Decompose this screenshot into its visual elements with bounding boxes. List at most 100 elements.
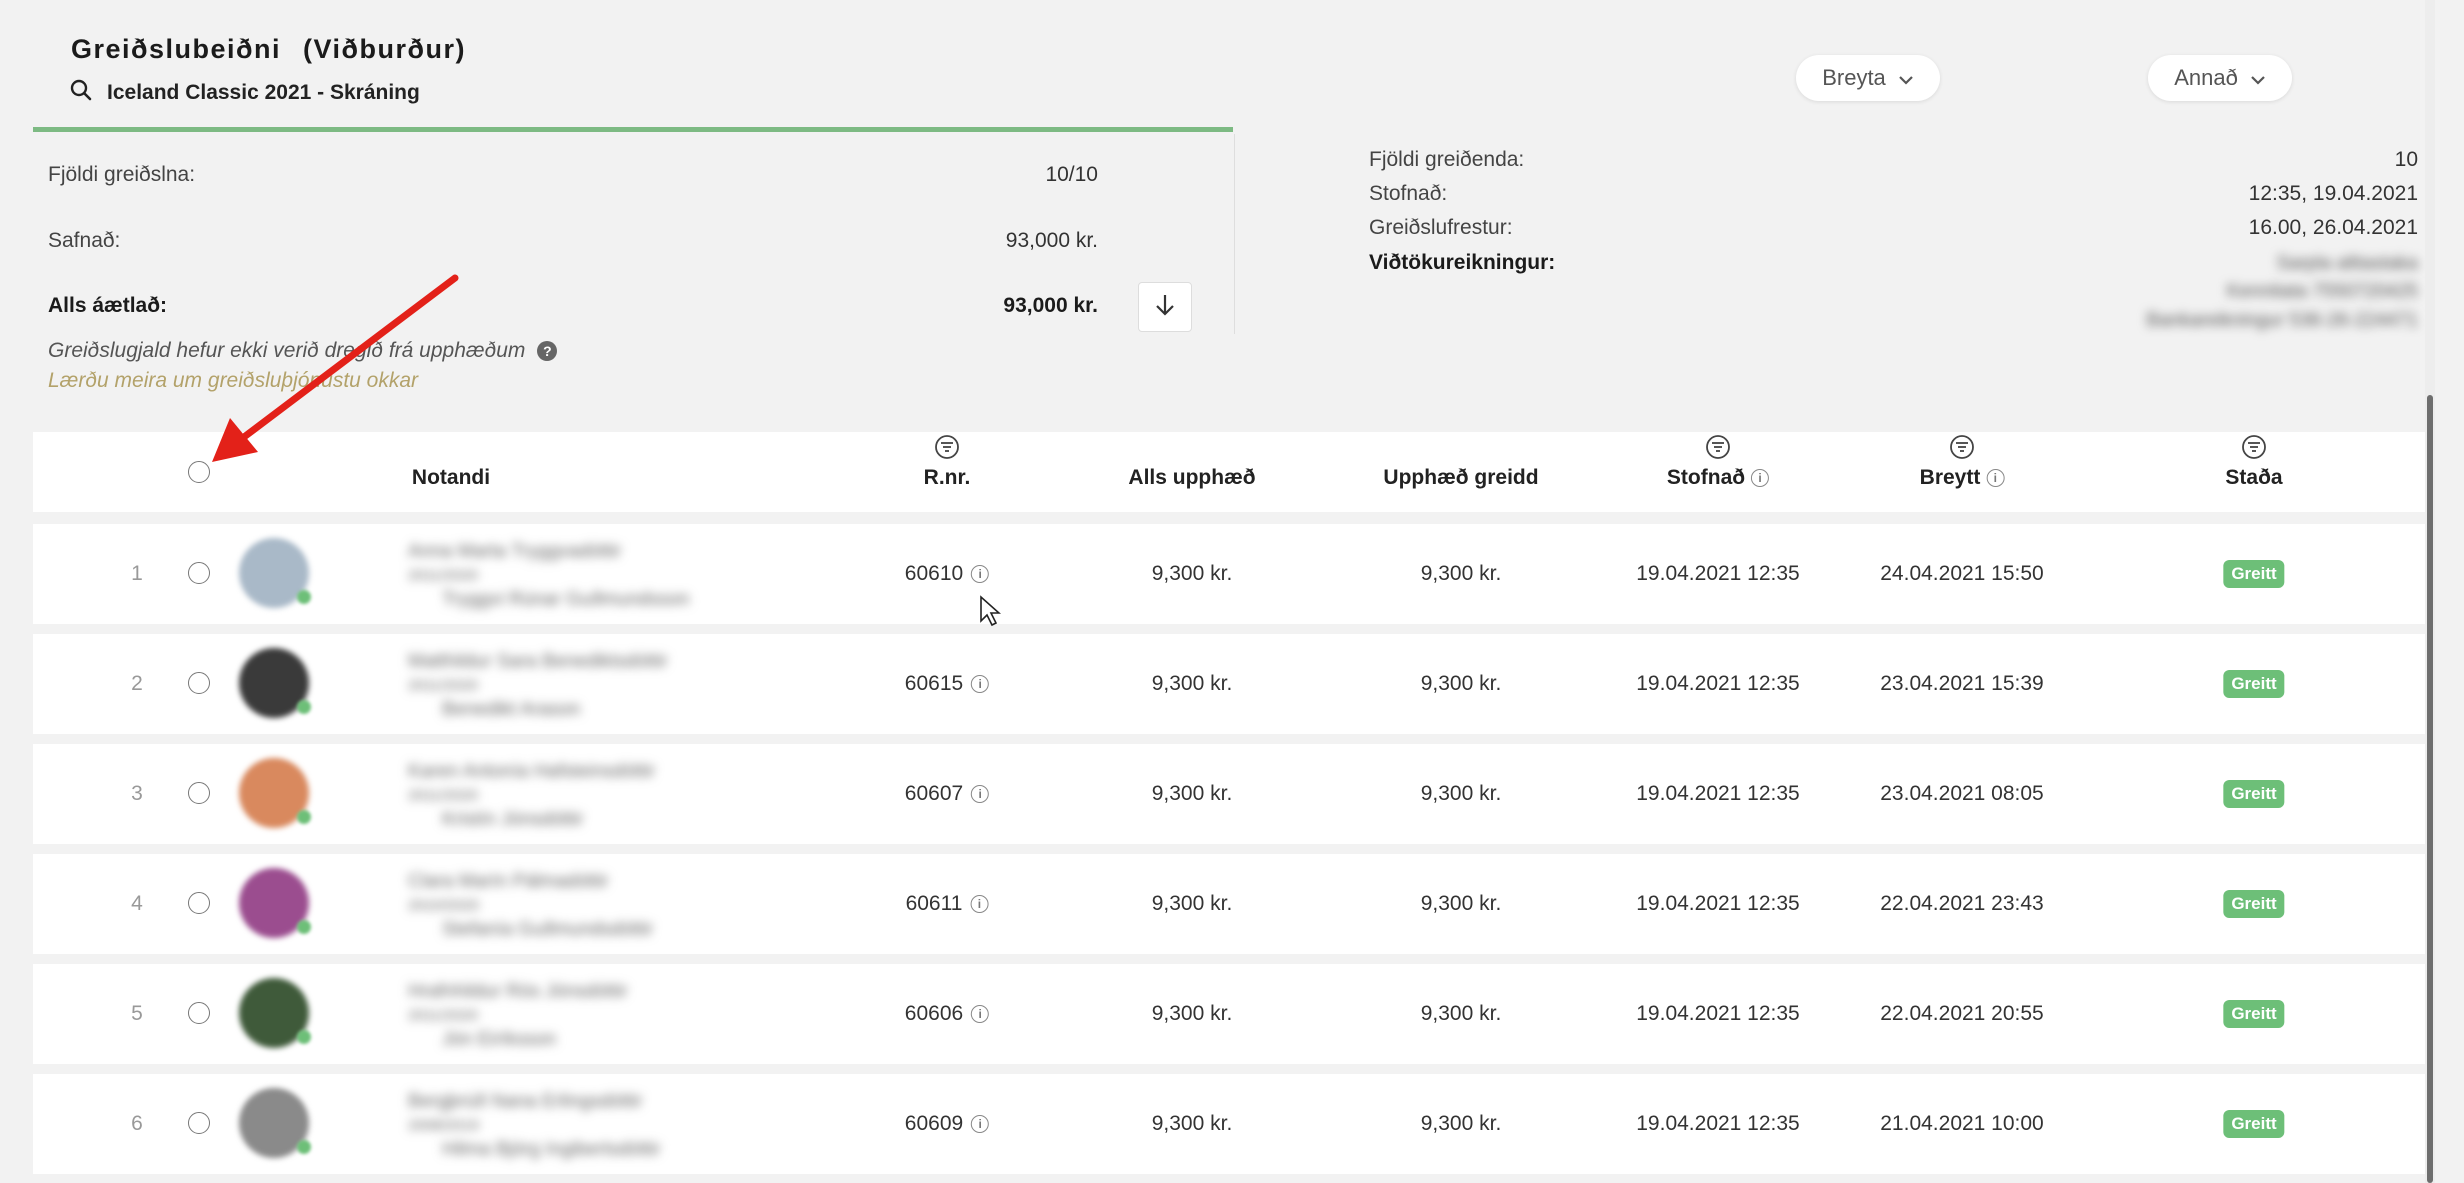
ref-number: 60611	[905, 892, 963, 915]
row-select-radio[interactable]	[188, 892, 210, 914]
receiving-account-line-3: Bankareikningur 536-26-224471	[2146, 310, 2418, 331]
user-guardian: Stefanía Guðmundsdóttir	[442, 919, 654, 940]
info-icon[interactable]: i	[971, 675, 990, 693]
payments-count-value: 10/10	[1045, 163, 1098, 186]
info-icon[interactable]: i	[971, 785, 990, 803]
due-label: Greiðslufrestur:	[1369, 216, 1513, 239]
other-dropdown-button[interactable]: Annað	[2148, 55, 2292, 101]
user-info[interactable]: Anna Marta Tryggvadóttir 2011/2020 Trygg…	[408, 540, 689, 612]
row-index: 1	[131, 562, 143, 585]
ref-cell: 60615 i	[904, 672, 990, 696]
info-icon[interactable]: i	[970, 895, 989, 913]
user-name: Matthildur Sara Benediktsdóttir	[408, 651, 668, 672]
table-row[interactable]: 5 Hrafnhildur Rós Jónsdóttir 2011/2020 J…	[33, 964, 2425, 1064]
total-amount: 9,300 kr.	[1151, 672, 1233, 695]
edit-dropdown-button[interactable]: Breyta	[1796, 55, 1940, 101]
row-index: 4	[131, 892, 143, 915]
other-button-label: Annað	[2174, 65, 2238, 90]
created-date: 19.04.2021 12:35	[1636, 562, 1800, 585]
created-label: Stofnað:	[1369, 182, 1448, 205]
summary-divider	[1234, 134, 1235, 334]
info-icon[interactable]: i	[971, 1005, 990, 1023]
column-header-changed[interactable]: Breytt i	[1920, 466, 2005, 490]
search-icon[interactable]	[69, 78, 93, 108]
filter-icon[interactable]	[1704, 433, 1732, 466]
info-icon[interactable]: i	[1751, 469, 1770, 487]
user-birth-year: 2011/2020	[408, 677, 478, 694]
ref-cell: 60609 i	[905, 1112, 990, 1136]
user-guardian: Tryggvi Rúnar Guðmundsson	[442, 589, 690, 610]
help-icon[interactable]: ?	[537, 341, 558, 361]
user-name: Clara Marín Pálmadóttir	[408, 871, 609, 892]
ref-number: 60606	[904, 1002, 964, 1025]
download-button[interactable]	[1138, 282, 1192, 332]
red-arrow-annotation	[212, 274, 459, 462]
column-header-paid[interactable]: Upphæð greidd	[1383, 466, 1539, 489]
column-header-status[interactable]: Staða	[2225, 466, 2283, 489]
table-row[interactable]: 1 Anna Marta Tryggvadóttir 2011/2020 Try…	[33, 524, 2425, 624]
user-birth-year: 2011/2020	[408, 1007, 478, 1024]
ref-number: 60610	[904, 562, 964, 585]
scrollbar-thumb[interactable]	[2427, 395, 2433, 1183]
page-title-sub: (Viðburður)	[303, 34, 467, 64]
paid-amount: 9,300 kr.	[1420, 672, 1502, 695]
row-select-radio[interactable]	[188, 782, 210, 804]
online-status-dot	[297, 1140, 311, 1154]
user-info[interactable]: Matthildur Sara Benediktsdóttir 2011/202…	[408, 650, 668, 722]
table-row[interactable]: 2 Matthildur Sara Benediktsdóttir 2011/2…	[33, 634, 2425, 734]
changed-date: 23.04.2021 08:05	[1880, 782, 2044, 805]
row-index: 2	[131, 672, 143, 695]
column-header-created[interactable]: Stofnað i	[1667, 466, 1770, 490]
user-info[interactable]: Clara Marín Pálmadóttir 2010/2020 Stefan…	[408, 870, 653, 942]
ref-number: 60615	[904, 672, 964, 695]
user-info[interactable]: Bergþrúð Nana Erlingsdóttir 2008/2019 Hi…	[408, 1090, 661, 1162]
changed-date: 22.04.2021 23:43	[1880, 892, 2044, 915]
row-select-radio[interactable]	[188, 562, 210, 584]
filter-icon[interactable]	[1948, 433, 1976, 466]
collected-value: 93,000 kr.	[1005, 229, 1098, 252]
ref-cell: 60606 i	[904, 1002, 990, 1026]
user-info[interactable]: Hrafnhildur Rós Jónsdóttir 2011/2020 Jón…	[408, 980, 628, 1052]
user-name: Hrafnhildur Rós Jónsdóttir	[408, 981, 628, 1002]
event-search[interactable]: Iceland Classic 2021 - Skráning	[69, 78, 420, 108]
online-status-dot	[297, 920, 311, 934]
expected-total-value: 93,000 kr.	[1003, 294, 1098, 317]
paid-amount: 9,300 kr.	[1420, 1002, 1502, 1025]
status-cell: Greitt	[2223, 560, 2285, 588]
select-all-radio[interactable]	[188, 461, 210, 483]
event-name: Iceland Classic 2021 - Skráning	[107, 81, 420, 104]
created-date: 19.04.2021 12:35	[1636, 672, 1800, 695]
page-title: Greiðslubeiðni (Viðburður)	[71, 34, 466, 65]
column-header-user[interactable]: Notandi	[411, 466, 491, 489]
status-badge: Greitt	[2223, 890, 2285, 918]
changed-date: 24.04.2021 15:50	[1880, 562, 2044, 585]
user-info[interactable]: Karen Antonía Hafsteinsdóttir 2011/2020 …	[408, 760, 655, 832]
filter-icon[interactable]	[2240, 433, 2268, 466]
info-icon[interactable]: i	[1986, 469, 2005, 487]
user-name: Karen Antonía Hafsteinsdóttir	[408, 761, 656, 782]
payers-label: Fjöldi greiðenda:	[1369, 148, 1525, 171]
info-icon[interactable]: i	[971, 565, 990, 583]
row-select-radio[interactable]	[188, 672, 210, 694]
filter-icon[interactable]	[933, 433, 961, 466]
table-row[interactable]: 6 Bergþrúð Nana Erlingsdóttir 2008/2019 …	[33, 1074, 2425, 1174]
column-header-total[interactable]: Alls upphæð	[1128, 466, 1256, 489]
user-name: Anna Marta Tryggvadóttir	[408, 541, 622, 562]
status-badge: Greitt	[2223, 1000, 2285, 1028]
online-status-dot	[297, 590, 311, 604]
table-row[interactable]: 3 Karen Antonía Hafsteinsdóttir 2011/202…	[33, 744, 2425, 844]
row-select-radio[interactable]	[188, 1112, 210, 1134]
chevron-down-icon	[1898, 65, 1914, 91]
ref-cell: 60610 i	[904, 562, 990, 586]
user-birth-year: 2010/2020	[408, 897, 479, 914]
status-badge: Greitt	[2223, 670, 2285, 698]
info-icon[interactable]: i	[971, 1115, 990, 1133]
payment-progress-bar	[33, 127, 1233, 132]
total-amount: 9,300 kr.	[1151, 892, 1233, 915]
created-date: 19.04.2021 12:35	[1636, 782, 1800, 805]
status-cell: Greitt	[2223, 1110, 2285, 1138]
column-header-ref[interactable]: R.nr.	[923, 466, 971, 489]
row-select-radio[interactable]	[188, 1002, 210, 1024]
table-row[interactable]: 4 Clara Marín Pálmadóttir 2010/2020 Stef…	[33, 854, 2425, 954]
created-value: 12:35, 19.04.2021	[2248, 182, 2418, 205]
